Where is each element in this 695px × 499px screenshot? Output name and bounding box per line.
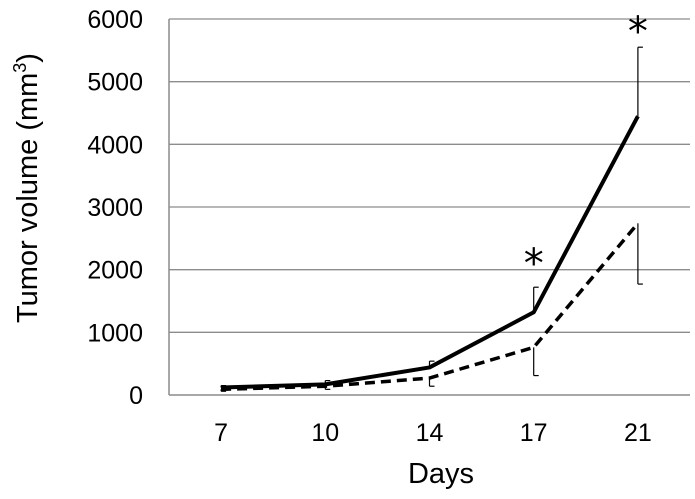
y-tick-label-1: 1000: [87, 319, 143, 347]
y-axis-title-superscript: 3: [10, 63, 30, 73]
x-tick-label-1: 10: [311, 419, 339, 447]
x-tick-label-4: 21: [624, 419, 652, 447]
y-tick-label-0: 0: [129, 382, 143, 410]
y-tick-label-5: 5000: [87, 69, 143, 97]
y-tick-labels: 0 1000 2000 3000 4000 5000 6000: [87, 6, 143, 410]
y-tick-label-6: 6000: [87, 6, 143, 34]
x-tick-label-0: 7: [214, 419, 228, 447]
y-axis-title: Tumor volume (mm3): [10, 53, 44, 323]
x-axis-title: Days: [408, 458, 474, 490]
y-axis-title-close: ): [12, 53, 44, 63]
significance-marker-0: *: [524, 241, 544, 287]
x-tick-label-3: 17: [520, 419, 548, 447]
series-line-dashed: [221, 222, 640, 392]
grid-lines: [169, 18, 690, 333]
series-line-solid: [221, 115, 640, 390]
significance-marker-1: *: [628, 9, 648, 55]
series-lines: [221, 115, 640, 392]
y-tick-label-3: 3000: [87, 194, 143, 222]
annotations: **: [524, 9, 648, 287]
y-tick-label-2: 2000: [87, 257, 143, 285]
y-axis-title-main: Tumor volume (mm: [12, 73, 44, 323]
x-tick-labels: 7 10 14 17 21: [214, 419, 652, 447]
y-tick-label-4: 4000: [87, 131, 143, 159]
axes: [168, 19, 690, 396]
x-tick-label-2: 14: [416, 419, 444, 447]
error-bars: [220, 46, 643, 392]
